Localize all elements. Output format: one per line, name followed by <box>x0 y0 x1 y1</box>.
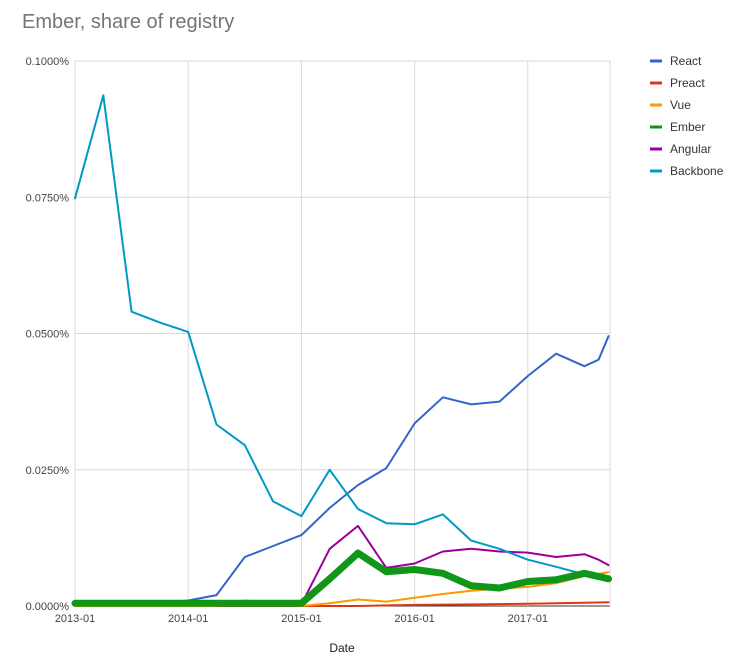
y-tick-label: 0.0250% <box>26 465 70 477</box>
legend-label-angular: Angular <box>670 142 711 156</box>
legend-label-backbone: Backbone <box>670 164 724 178</box>
series-layer <box>71 94 612 607</box>
y-tick-label: 0.0000% <box>26 601 70 613</box>
x-tick-label: 2016-01 <box>394 613 434 625</box>
x-tick-label: 2017-01 <box>508 613 548 625</box>
legend-label-vue: Vue <box>670 98 691 112</box>
chart-title: Ember, share of registry <box>22 11 234 33</box>
legend-label-react: React <box>670 54 702 68</box>
legend-label-ember: Ember <box>670 120 705 134</box>
y-tick-label: 0.0750% <box>26 192 70 204</box>
series-line-backbone <box>74 94 610 581</box>
x-tick-label: 2014-01 <box>168 613 208 625</box>
legend-label-preact: Preact <box>670 76 705 90</box>
y-tick-label: 0.1000% <box>26 56 70 68</box>
x-axis-tick-labels: 2013-01 2014-01 2015-01 2016-01 2017-01 <box>55 613 548 625</box>
x-tick-label: 2015-01 <box>281 613 321 625</box>
y-tick-label: 0.0500% <box>26 329 70 341</box>
x-axis-label: Date <box>329 641 355 655</box>
legend: React Preact Vue Ember Angular Backbone <box>650 54 724 178</box>
series-line-ember <box>71 549 612 607</box>
x-tick-label: 2013-01 <box>55 613 95 625</box>
y-axis-tick-labels: 0.0000% 0.0250% 0.0500% 0.0750% 0.1000% <box>26 56 70 613</box>
grid-layer <box>74 60 611 607</box>
